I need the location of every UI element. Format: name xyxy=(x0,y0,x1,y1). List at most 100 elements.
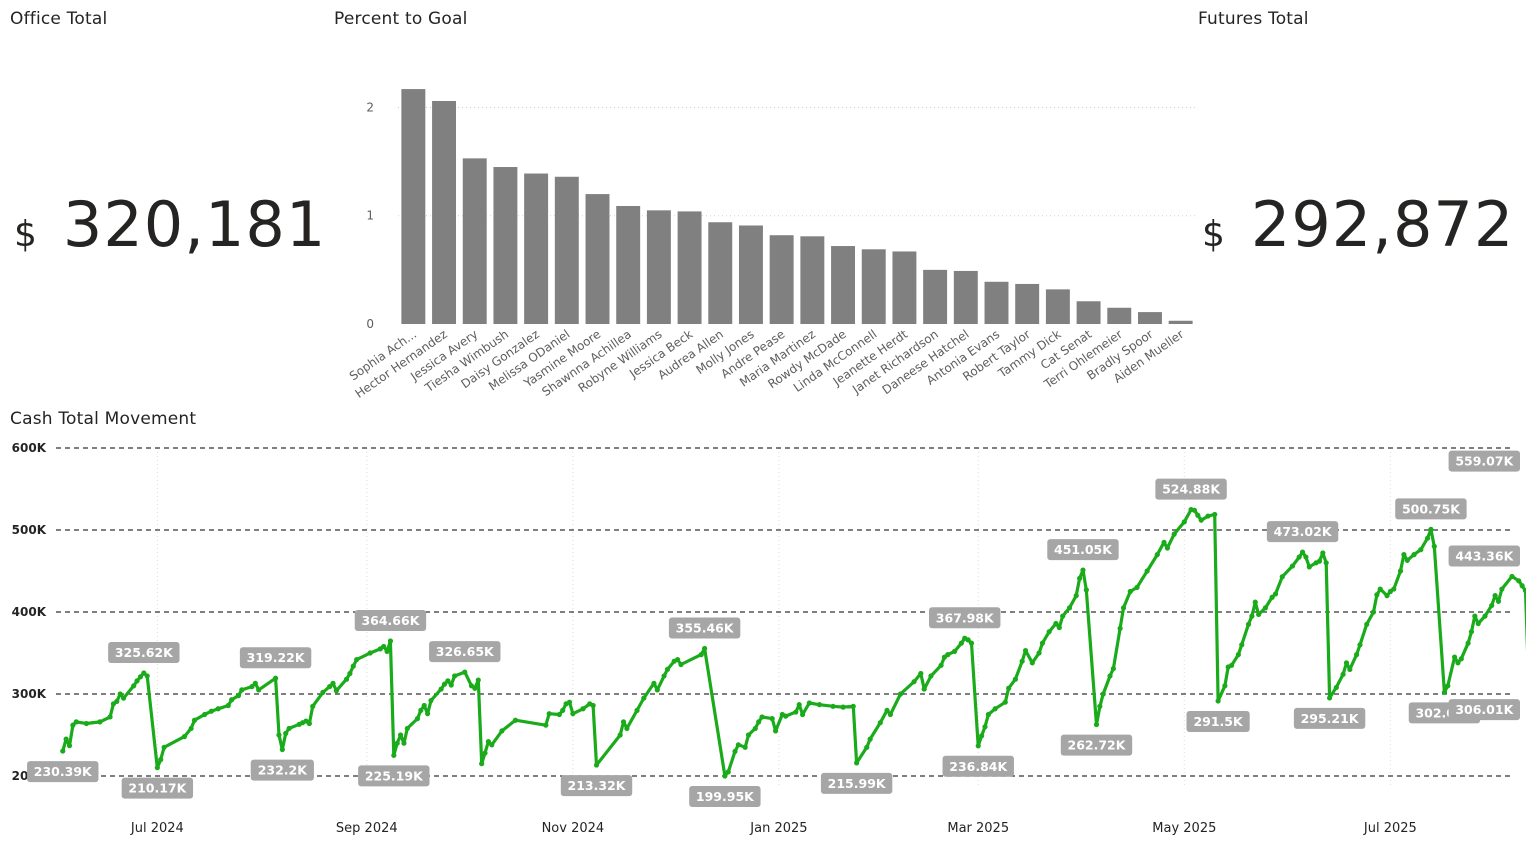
cash-total-movement-chart: Jul 2024 Sep 2024 Nov 2024 Jan 2025 Mar 2025… xyxy=(12,441,1526,836)
cash-point xyxy=(1245,621,1252,627)
cash-point xyxy=(1019,658,1025,664)
cash-point xyxy=(479,761,485,767)
cash-point xyxy=(256,687,262,693)
cash-point xyxy=(1299,549,1306,555)
cash-point xyxy=(1364,621,1370,627)
cash-point xyxy=(1509,573,1515,580)
cash-point xyxy=(624,725,630,732)
data-label: 230.39K xyxy=(34,764,93,779)
data-label: 500.75K xyxy=(1402,501,1461,516)
data-label: 367.98K xyxy=(936,610,995,625)
cash-point xyxy=(1229,662,1235,668)
cash-point xyxy=(1235,652,1241,658)
cash-point xyxy=(722,773,728,779)
cash-point xyxy=(1110,665,1116,672)
cash-point xyxy=(698,652,704,658)
line-y-tick-label: 500K xyxy=(12,523,47,537)
cash-point xyxy=(867,736,873,742)
cash-point xyxy=(1256,611,1262,618)
futures-total-card: $ 292,872 xyxy=(1202,188,1514,261)
cash-point xyxy=(975,743,981,749)
cash-point xyxy=(840,704,846,710)
cash-point xyxy=(735,742,741,748)
data-label: 473.02K xyxy=(1274,524,1333,539)
data-label: 213.32K xyxy=(568,778,627,793)
cash-point xyxy=(1374,592,1380,598)
cash-point xyxy=(1499,586,1505,592)
futures-total-title: Futures Total xyxy=(1198,9,1309,29)
cash-point xyxy=(181,734,187,740)
office-total-value: 320,181 xyxy=(62,188,327,261)
cash-point xyxy=(732,748,738,754)
cash-point xyxy=(117,691,123,697)
cash-point xyxy=(759,714,765,720)
cash-point xyxy=(1468,629,1475,635)
data-label-box xyxy=(1448,699,1520,721)
data-label-box xyxy=(1448,545,1520,567)
data-label: 355.46K xyxy=(676,621,735,636)
cash-point xyxy=(1029,660,1035,666)
cash-point xyxy=(982,724,988,730)
cash-point xyxy=(1357,642,1363,648)
cash-point xyxy=(1191,507,1198,513)
cash-point xyxy=(1198,517,1204,523)
data-label: 291.5K xyxy=(1193,714,1244,729)
cash-point xyxy=(472,685,478,691)
cash-point xyxy=(425,711,431,717)
cash-point xyxy=(1441,689,1448,695)
cash-point xyxy=(381,643,387,650)
cash-point xyxy=(945,652,951,658)
cash-point xyxy=(66,743,73,749)
cash-point xyxy=(1418,547,1424,553)
line-x-tick-label: Jan 2025 xyxy=(749,821,807,836)
bar-y-tick-label: 2 xyxy=(366,100,374,114)
cash-point xyxy=(580,706,586,712)
bar-5 xyxy=(554,176,579,324)
data-label: 199.95K xyxy=(696,789,755,804)
cash-point xyxy=(590,702,596,709)
cash-point xyxy=(1377,586,1383,592)
cash-point xyxy=(1120,605,1127,611)
cash-point xyxy=(1279,574,1285,580)
data-label-box xyxy=(689,786,761,808)
cash-point xyxy=(1445,683,1451,689)
cash-point xyxy=(1154,552,1160,558)
data-label: 232.2K xyxy=(258,763,309,778)
cash-point xyxy=(854,760,860,766)
cash-point xyxy=(1489,602,1495,609)
cash-point xyxy=(97,719,103,725)
cash-point xyxy=(752,725,758,732)
cash-point xyxy=(654,687,660,693)
cash-point xyxy=(276,732,282,738)
cash-point xyxy=(965,637,971,643)
cash-point xyxy=(651,680,657,686)
cash-point xyxy=(485,738,492,745)
cash-point xyxy=(1056,624,1062,631)
cash-point xyxy=(286,725,292,732)
cash-point xyxy=(1080,567,1086,573)
data-label: 451.05K xyxy=(1054,542,1113,557)
cash-point xyxy=(252,680,258,686)
cash-point xyxy=(343,676,350,682)
line-y-tick-label: 300K xyxy=(12,687,47,701)
data-label-box xyxy=(1155,478,1227,500)
data-label: 306.01K xyxy=(1455,702,1514,717)
cash-point xyxy=(1212,511,1218,518)
cash-point xyxy=(1370,609,1377,615)
data-label: 443.36K xyxy=(1455,548,1514,563)
cash-point xyxy=(742,744,748,750)
cash-point xyxy=(310,703,316,709)
cash-point xyxy=(462,669,468,675)
cash-point xyxy=(1239,642,1245,648)
cash-point xyxy=(1012,676,1019,682)
cash-point xyxy=(620,719,627,725)
cash-point xyxy=(992,706,998,712)
cash-point xyxy=(1354,652,1360,658)
cash-point xyxy=(1431,543,1437,549)
cash-point xyxy=(617,732,623,738)
cash-point xyxy=(154,765,160,771)
data-label-box xyxy=(108,641,180,663)
cash-point xyxy=(1022,647,1029,654)
cash-point xyxy=(279,746,285,753)
cash-point xyxy=(283,730,289,736)
